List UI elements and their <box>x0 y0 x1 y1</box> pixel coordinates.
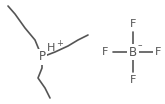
Text: F: F <box>155 47 161 57</box>
Text: F: F <box>102 47 108 57</box>
Text: F: F <box>130 75 136 85</box>
Text: B: B <box>129 46 137 58</box>
Text: P: P <box>38 51 46 64</box>
Text: +: + <box>57 40 63 48</box>
Text: H: H <box>47 43 55 53</box>
Text: F: F <box>130 19 136 29</box>
Text: –: – <box>138 41 142 51</box>
